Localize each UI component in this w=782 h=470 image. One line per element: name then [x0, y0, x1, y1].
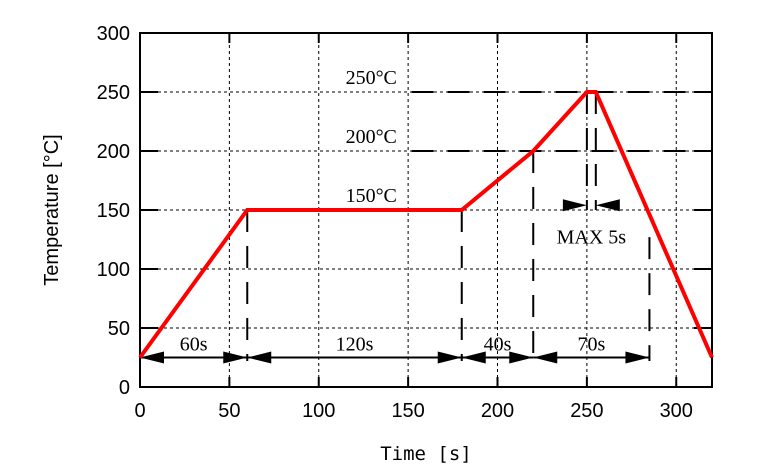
y-tick-label: 50 — [108, 318, 130, 340]
interval-label: 40s — [484, 334, 512, 356]
y-tick-label: 150 — [97, 200, 130, 222]
arrowhead — [461, 351, 486, 364]
arrowhead — [140, 351, 164, 364]
temperature-label: 200°C — [346, 126, 397, 148]
y-axis-label: Temperature [°C] — [41, 134, 63, 285]
temperature-label: 250°C — [346, 67, 397, 89]
arrowhead — [437, 351, 462, 364]
x-axis-label: Time [s] — [380, 443, 472, 465]
x-tick-label: 200 — [481, 400, 514, 422]
plot-frame — [139, 32, 713, 388]
x-tick-label: 100 — [302, 400, 335, 422]
interval-label: 120s — [336, 334, 374, 356]
y-tick-label: 200 — [97, 141, 130, 163]
interval-label: 60s — [180, 334, 208, 356]
y-tick-label: 0 — [119, 377, 130, 399]
x-tick-label: 150 — [391, 400, 424, 422]
arrowhead — [533, 351, 558, 364]
y-tick-label: 300 — [97, 23, 130, 45]
x-tick-label: 50 — [218, 400, 240, 422]
arrowhead — [625, 351, 650, 364]
arrowhead — [562, 199, 587, 212]
temperature-label: 150°C — [346, 185, 397, 207]
temperature-profile-line — [138, 90, 714, 359]
x-tick-label: 250 — [570, 400, 603, 422]
x-tick-label: 0 — [134, 400, 145, 422]
arrowhead — [595, 199, 620, 212]
arrowhead — [247, 351, 272, 364]
interval-label: 70s — [577, 334, 605, 356]
y-tick-label: 250 — [97, 82, 130, 104]
arrowhead — [223, 351, 248, 364]
peak-annotation-label: MAX 5s — [557, 226, 627, 248]
y-tick-label: 100 — [97, 259, 130, 281]
x-tick-label: 300 — [660, 400, 693, 422]
arrowhead — [509, 351, 534, 364]
